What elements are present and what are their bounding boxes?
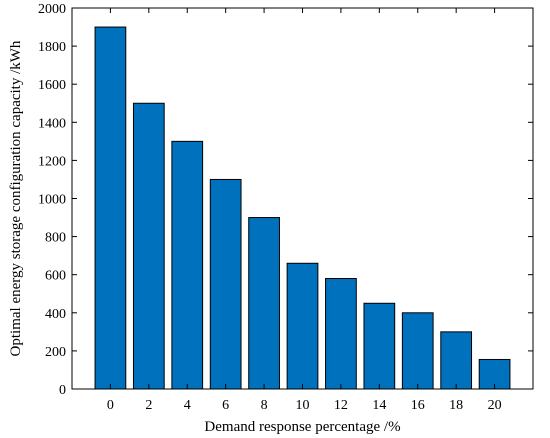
- bar-14: [363, 302, 396, 390]
- y-tick-label: 2000: [38, 2, 66, 17]
- x-tick-label: 18: [449, 398, 463, 413]
- x-tick-label: 2: [145, 398, 152, 413]
- x-tick-label: 10: [296, 398, 310, 413]
- bar-0: [94, 26, 127, 390]
- x-tick-label: 20: [488, 398, 502, 413]
- y-tick-label: 800: [45, 231, 66, 246]
- bars-group: [94, 26, 511, 390]
- x-tick-label: 4: [184, 398, 191, 413]
- x-tick-label: 16: [411, 398, 425, 413]
- bar-6: [209, 178, 242, 390]
- y-tick-label: 1600: [38, 78, 66, 93]
- y-tick-label: 1000: [38, 193, 66, 208]
- x-axis-ticks: 0 2 4 6 8 10 12 14 16 18 20: [107, 8, 502, 413]
- plot-frame: [71, 7, 534, 390]
- y-tick-label: 1400: [38, 116, 66, 131]
- x-axis-label: Demand response percentage /%: [204, 419, 400, 435]
- x-tick-label: 14: [372, 398, 386, 413]
- bar-18: [440, 331, 473, 390]
- y-tick-label: 1800: [38, 40, 66, 55]
- x-tick-label: 12: [334, 398, 348, 413]
- bar-2: [132, 102, 165, 390]
- y-tick-label: 1200: [38, 154, 66, 169]
- bar-4: [171, 140, 204, 390]
- y-axis-label: Optimal energy storage configuration cap…: [8, 40, 24, 356]
- x-tick-label: 0: [107, 398, 114, 413]
- y-tick-label: 400: [45, 307, 66, 322]
- y-axis-ticks: 0 200 400 600 800 1000 1200 1400 1600 1800 2000: [38, 2, 533, 398]
- y-tick-label: 200: [45, 345, 66, 360]
- y-tick-label: 0: [59, 383, 66, 398]
- x-tick-label: 6: [222, 398, 229, 413]
- y-tick-label: 600: [45, 269, 66, 284]
- bar-16: [401, 312, 434, 390]
- bar-12: [325, 278, 357, 390]
- x-tick-label: 8: [261, 398, 268, 413]
- bar-8: [248, 217, 280, 390]
- bar-10: [286, 262, 319, 390]
